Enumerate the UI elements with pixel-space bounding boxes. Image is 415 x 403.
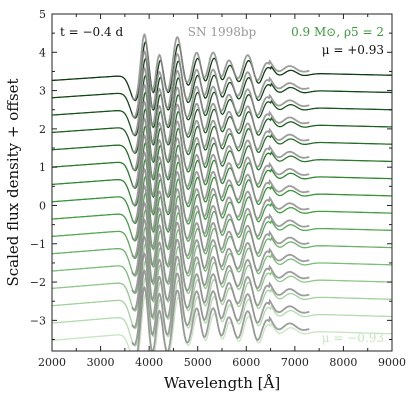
x-tick-label: 4000 [135,356,163,369]
observed-spectrum-line [131,49,310,119]
observed-spectrum-line [131,184,310,259]
observed-spectrum-line [131,235,310,311]
y-tick-label: 2 [39,123,46,136]
observed-spectrum-line [131,66,310,136]
mu-top-label: μ = +0.93 [322,43,384,57]
model-label: 0.9 M⊙, ρ5 = 2 [291,25,384,39]
observed-spectrum-line [131,83,310,154]
model-spectrum-line [52,209,392,277]
y-tick-label: 0 [39,199,46,212]
mu-bottom-label: μ = −0.93 [322,331,384,345]
y-tick-label: −2 [30,276,46,289]
y-tick-label: 3 [39,85,46,98]
x-tick-label: 6000 [232,356,260,369]
model-spectrum-line [52,74,392,137]
model-spectrum-line [52,91,392,155]
model-spectrum-line [52,226,392,295]
y-tick-label: 1 [39,161,46,174]
model-spectrum-line [52,141,392,207]
model-spectrum-line [52,41,392,102]
y-tick-label: 4 [39,46,46,59]
x-tick-label: 3000 [87,356,115,369]
model-spectrum-line [52,158,392,225]
observed-spectrum-line [131,252,310,329]
observed-spectrum-line [131,100,310,171]
model-spectrum-line [52,276,392,347]
x-tick-label: 8000 [329,356,357,369]
observed-spectrum-line [131,167,310,241]
model-spectrum-line [52,125,392,190]
observed-spectrum-line [131,201,310,276]
y-axis-label: Scaled flux density + offset [4,78,22,286]
axis-ticks: 2000 3000 4000 5000 6000 7000 8000 9000 −3 −2 −1 0 1… [30,8,406,369]
model-spectrum-line [52,259,392,330]
x-tick-label: 9000 [378,356,406,369]
x-axis-label: Wavelength [Å] [164,374,280,392]
model-spectrum-line [52,57,392,119]
observed-spectrum-line [131,133,310,206]
model-spectrum-line [52,192,392,260]
observed-spectrum-line [131,32,310,101]
epoch-annotation: t = −0.4 d [60,25,123,39]
plot-content [52,32,392,351]
model-spectrum-line [52,242,392,312]
model-spectrum-line [52,293,392,351]
observed-spectrum-line [131,150,310,224]
observed-spectrum-line [131,218,310,294]
observed-spectrum-line [136,285,310,351]
y-tick-label: 5 [39,8,46,21]
x-tick-label: 2000 [38,356,66,369]
model-spectrum-line [52,175,392,242]
model-spectrum-line [52,108,392,172]
observed-label: SN 1998bp [188,25,257,39]
observed-spectrum-line [131,117,310,189]
x-tick-label: 7000 [281,356,309,369]
y-tick-label: −1 [30,238,46,251]
x-tick-label: 5000 [184,356,212,369]
observed-spectrum-line [131,268,310,346]
y-tick-label: −3 [30,314,46,327]
